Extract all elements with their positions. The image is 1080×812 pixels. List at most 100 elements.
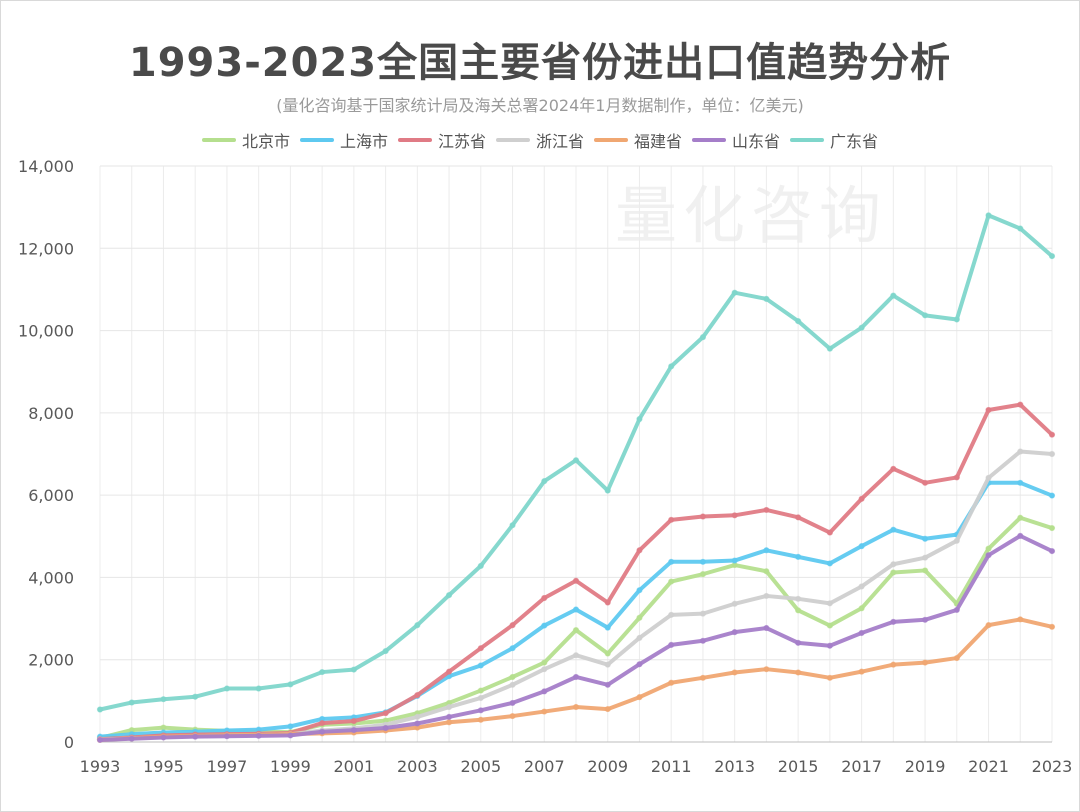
data-point <box>445 703 453 711</box>
data-point <box>858 543 865 550</box>
data-point <box>636 661 643 668</box>
x-tick-label: 2003 <box>397 757 438 776</box>
data-point <box>826 642 833 649</box>
data-point <box>636 634 643 642</box>
data-point <box>890 526 897 533</box>
data-point <box>699 674 707 681</box>
data-point <box>763 666 770 673</box>
data-point <box>1017 616 1024 623</box>
data-point <box>731 557 738 564</box>
data-point <box>953 316 960 323</box>
x-tick-label: 2005 <box>460 757 501 776</box>
x-tick-label: 2011 <box>651 757 692 776</box>
legend-label: 广东省 <box>830 132 879 151</box>
data-point <box>287 681 294 688</box>
data-point <box>826 345 833 352</box>
legend-item: 福建省 <box>594 128 682 152</box>
data-point <box>477 562 484 570</box>
data-point <box>414 713 421 721</box>
data-point <box>509 673 516 681</box>
data-point <box>160 696 167 703</box>
data-point <box>858 583 865 590</box>
data-point <box>699 610 707 617</box>
data-point <box>541 666 548 673</box>
data-point <box>668 558 675 565</box>
data-point <box>668 611 675 618</box>
data-point <box>985 212 992 219</box>
data-point <box>477 687 484 694</box>
legend-label: 上海市 <box>339 132 388 151</box>
data-point <box>890 618 897 625</box>
data-point <box>668 363 675 370</box>
data-point <box>1048 623 1056 630</box>
data-point <box>699 513 707 520</box>
data-point <box>319 668 326 676</box>
data-point <box>509 522 516 529</box>
data-point <box>731 512 738 519</box>
legend-item: 浙江省 <box>495 128 584 152</box>
data-point <box>858 495 865 502</box>
x-tick-label: 2007 <box>524 757 565 776</box>
legend-swatch <box>790 138 825 142</box>
data-point <box>731 629 738 636</box>
data-point <box>699 571 707 578</box>
legend-swatch <box>201 138 236 142</box>
data-point <box>477 707 484 714</box>
data-point <box>1048 524 1056 532</box>
data-point <box>128 735 135 742</box>
data-point <box>795 595 802 602</box>
x-tick-label: 2021 <box>968 757 1009 776</box>
data-point <box>572 673 580 681</box>
data-point <box>160 724 167 731</box>
data-point <box>763 568 770 575</box>
legend-label: 福建省 <box>634 132 683 151</box>
y-tick-label: 8,000 <box>28 404 74 423</box>
data-point <box>604 661 611 668</box>
data-point <box>445 719 453 726</box>
data-point <box>699 637 707 644</box>
data-point <box>985 474 992 481</box>
data-point <box>1017 448 1024 455</box>
legend-swatch <box>495 138 530 142</box>
data-point <box>128 699 135 706</box>
data-point <box>604 487 611 494</box>
legend-item: 北京市 <box>201 128 290 152</box>
legend-item: 广东省 <box>790 128 878 152</box>
data-point <box>350 717 357 725</box>
x-tick-label: 2015 <box>778 757 819 776</box>
legend-swatch <box>594 138 628 142</box>
data-point <box>572 703 580 711</box>
data-point <box>921 535 929 542</box>
data-point <box>858 324 865 331</box>
data-point <box>858 605 865 612</box>
data-point <box>731 669 738 676</box>
data-point <box>572 606 580 613</box>
data-point <box>572 652 580 659</box>
data-point <box>795 553 802 560</box>
data-point <box>287 732 294 739</box>
y-tick-label: 4,000 <box>28 568 74 587</box>
chart-subtitle: (量化咨询基于国家统计局及海关总署2024年1月数据制作，单位：亿美元) <box>276 96 804 115</box>
data-point <box>445 592 453 599</box>
data-point <box>953 654 960 662</box>
x-tick-label: 2023 <box>1032 757 1073 776</box>
data-point <box>541 708 548 715</box>
x-tick-label: 1999 <box>270 757 311 776</box>
data-point <box>509 622 516 629</box>
data-point <box>382 724 389 732</box>
data-point <box>731 600 738 607</box>
data-point <box>477 716 484 723</box>
data-point <box>192 693 199 700</box>
data-point <box>319 728 326 735</box>
legend-label: 北京市 <box>241 132 290 151</box>
data-point <box>604 681 611 688</box>
data-point <box>572 457 580 464</box>
data-point <box>763 592 770 600</box>
data-point <box>953 537 960 544</box>
data-point <box>1017 401 1024 408</box>
data-point <box>668 641 675 649</box>
data-point <box>1048 547 1056 555</box>
data-point <box>572 577 580 584</box>
x-tick-label: 2019 <box>905 757 946 776</box>
data-point <box>921 567 929 574</box>
